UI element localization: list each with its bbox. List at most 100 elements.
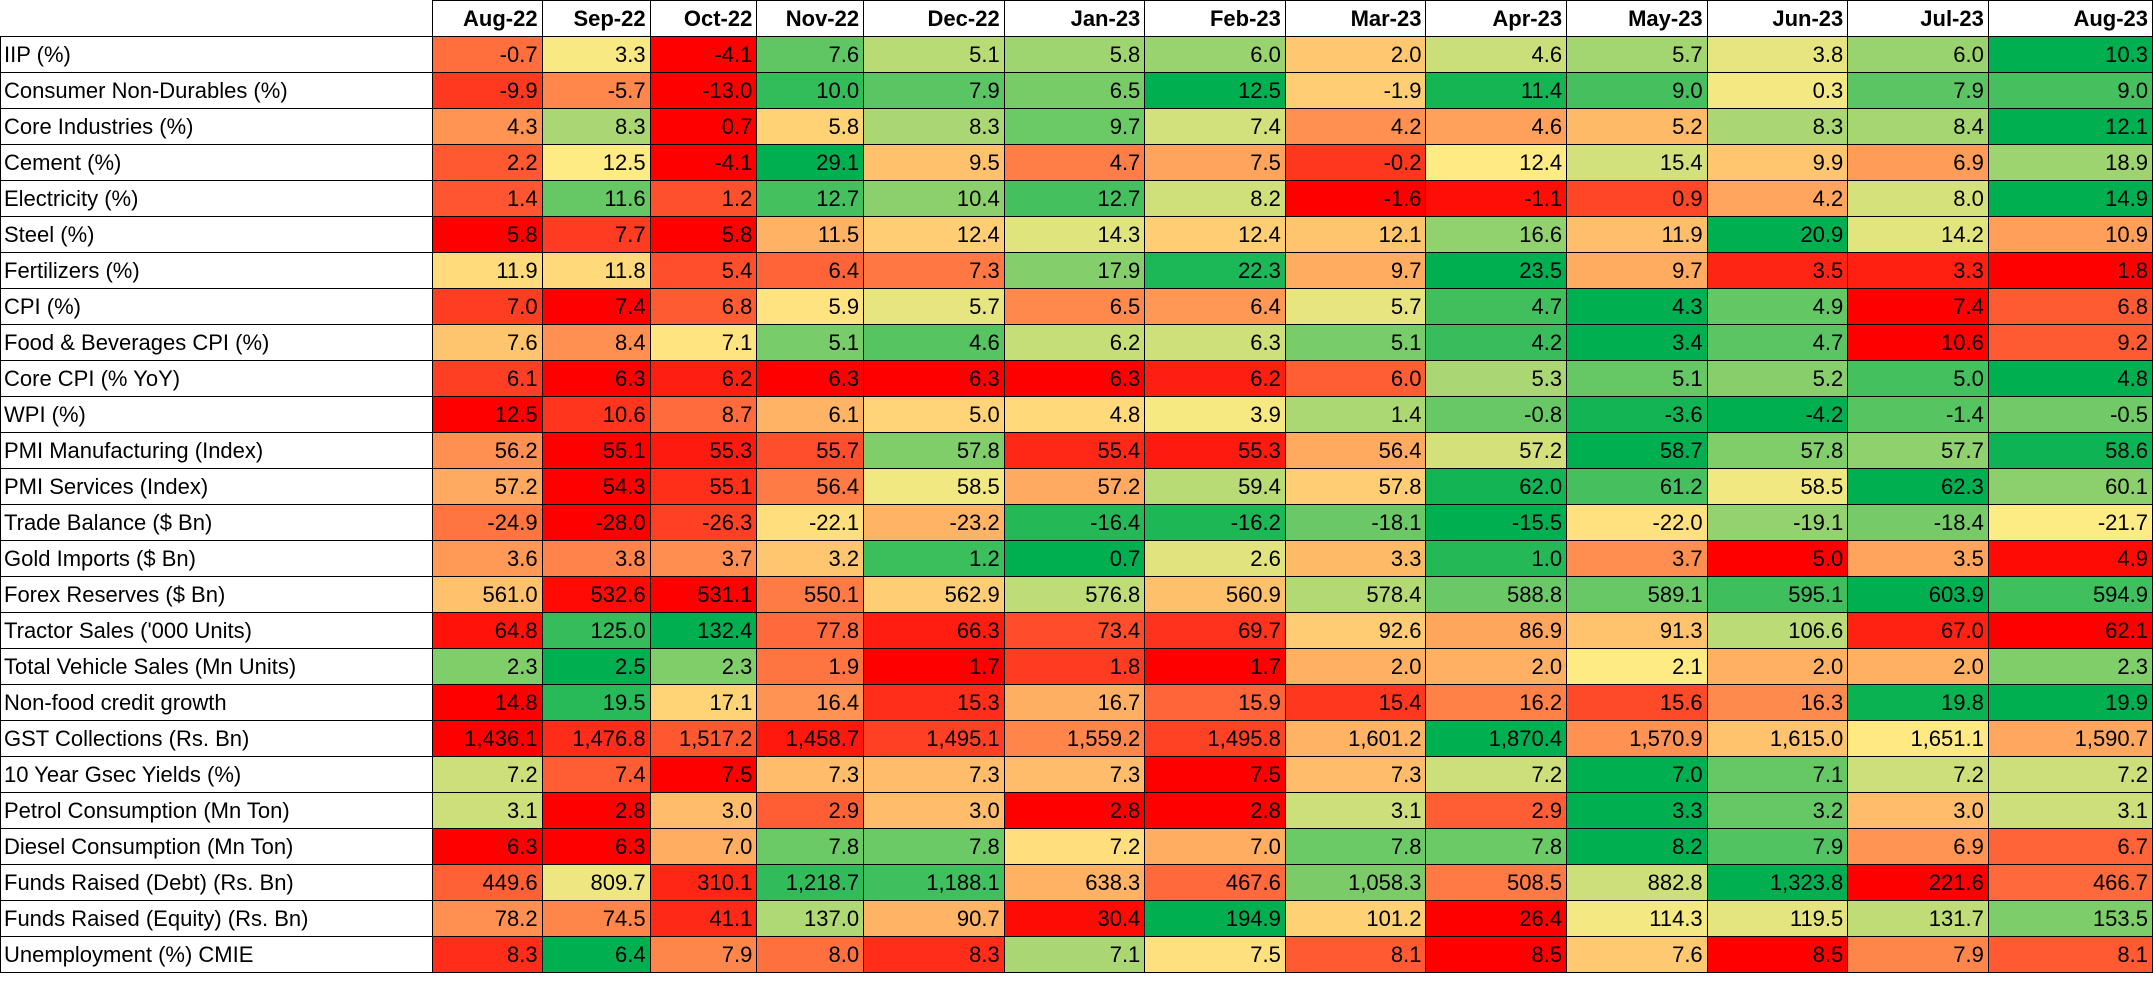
heatmap-cell: 62.3 xyxy=(1847,468,1989,505)
heatmap-cell: 8.3 xyxy=(541,108,651,145)
header-row: Aug-22 Sep-22 Oct-22 Nov-22 Dec-22 Jan-23 Feb-… xyxy=(0,0,2153,37)
heatmap-cell: -18.4 xyxy=(1847,504,1989,541)
heatmap-cell: 6.5 xyxy=(1003,72,1146,109)
heatmap-cell: 7.2 xyxy=(1003,828,1146,865)
heatmap-cell: 132.4 xyxy=(649,612,758,649)
heatmap-cell: 3.3 xyxy=(1284,540,1427,577)
heatmap-cell: 2.8 xyxy=(1144,792,1286,829)
heatmap-cell: 4.2 xyxy=(1706,180,1849,217)
heatmap-cell: 6.4 xyxy=(1144,288,1286,325)
heatmap-cell: 5.0 xyxy=(1847,360,1989,397)
heatmap-cell: 7.9 xyxy=(1847,72,1989,109)
heatmap-cell: 1,436.1 xyxy=(432,720,543,757)
column-header: May-23 xyxy=(1566,0,1708,37)
heatmap-cell: 7.9 xyxy=(649,936,758,973)
heatmap-cell: 2.5 xyxy=(541,648,651,685)
heatmap-cell: 3.3 xyxy=(541,36,651,73)
heatmap-cell: 1.8 xyxy=(1003,648,1146,685)
heatmap-cell: 194.9 xyxy=(1144,900,1286,937)
heatmap-cell: 6.3 xyxy=(1144,324,1286,361)
heatmap-cell: 7.5 xyxy=(649,756,758,793)
column-header: Nov-22 xyxy=(756,0,865,37)
heatmap-cell: 137.0 xyxy=(756,900,865,937)
heatmap-cell: 14.2 xyxy=(1847,216,1989,253)
row-label: IIP (%) xyxy=(0,36,434,73)
heatmap-cell: 8.3 xyxy=(432,936,543,973)
heatmap-cell: 6.1 xyxy=(432,360,543,397)
heatmap-cell: 560.9 xyxy=(1144,576,1286,613)
row-label: Funds Raised (Debt) (Rs. Bn) xyxy=(0,864,434,901)
heatmap-cell: 67.0 xyxy=(1847,612,1989,649)
column-header: Aug-23 xyxy=(1987,0,2153,37)
table-row: Total Vehicle Sales (Mn Units) 2.3 2.5 2.3 1… xyxy=(0,648,2153,685)
heatmap-cell: 7.8 xyxy=(1425,828,1568,865)
row-label: Core Industries (%) xyxy=(0,108,434,145)
table-body: IIP (%) -0.7 3.3 -4.1 7.6 5.1 5.8 6.0 2.0 4.6 5.7 3… xyxy=(0,36,2153,973)
heatmap-cell: 10.3 xyxy=(1987,36,2153,73)
heatmap-cell: 12.1 xyxy=(1987,108,2153,145)
heatmap-cell: -19.1 xyxy=(1706,504,1849,541)
heatmap-cell: 22.3 xyxy=(1144,252,1286,289)
heatmap-cell: 92.6 xyxy=(1284,612,1427,649)
row-label: Forex Reserves ($ Bn) xyxy=(0,576,434,613)
row-label: Food & Beverages CPI (%) xyxy=(0,324,434,361)
heatmap-cell: 3.1 xyxy=(432,792,543,829)
heatmap-cell: 2.3 xyxy=(432,648,543,685)
heatmap-cell: 5.7 xyxy=(1284,288,1427,325)
heatmap-cell: 7.8 xyxy=(1284,828,1427,865)
heatmap-cell: 603.9 xyxy=(1847,576,1989,613)
heatmap-cell: 58.6 xyxy=(1987,432,2153,469)
heatmap-cell: 23.5 xyxy=(1425,252,1568,289)
heatmap-cell: 9.0 xyxy=(1987,72,2153,109)
heatmap-cell: 7.5 xyxy=(1144,144,1286,181)
heatmap-cell: 15.3 xyxy=(863,684,1005,721)
heatmap-cell: 12.5 xyxy=(541,144,651,181)
heatmap-cell: 4.6 xyxy=(1425,108,1568,145)
heatmap-cell: 7.2 xyxy=(432,756,543,793)
heatmap-cell: 11.6 xyxy=(541,180,651,217)
heatmap-cell: -15.5 xyxy=(1425,504,1568,541)
heatmap-cell: 29.1 xyxy=(756,144,865,181)
heatmap-cell: 78.2 xyxy=(432,900,543,937)
row-label: Cement (%) xyxy=(0,144,434,181)
heatmap-cell: 7.6 xyxy=(756,36,865,73)
heatmap-cell: 8.1 xyxy=(1284,936,1427,973)
heatmap-cell: 7.3 xyxy=(863,252,1005,289)
heatmap-cell: 11.9 xyxy=(432,252,543,289)
heatmap-cell: 9.7 xyxy=(1284,252,1427,289)
heatmap-cell: 5.8 xyxy=(649,216,758,253)
heatmap-cell: 73.4 xyxy=(1003,612,1146,649)
heatmap-cell: 3.3 xyxy=(1566,792,1708,829)
heatmap-cell: 1,559.2 xyxy=(1003,720,1146,757)
heatmap-cell: 4.3 xyxy=(1566,288,1708,325)
heatmap-cell: 9.0 xyxy=(1566,72,1708,109)
table-row: Consumer Non-Durables (%) -9.9 -5.7 -13.0 10… xyxy=(0,72,2153,109)
heatmap-cell: 2.3 xyxy=(649,648,758,685)
heatmap-cell: 3.6 xyxy=(432,540,543,577)
table-row: Funds Raised (Debt) (Rs. Bn) 449.6 809.7 31… xyxy=(0,864,2153,901)
heatmap-cell: 4.6 xyxy=(863,324,1005,361)
heatmap-cell: 11.9 xyxy=(1566,216,1708,253)
heatmap-cell: -1.1 xyxy=(1425,180,1568,217)
heatmap-cell: 9.7 xyxy=(1566,252,1708,289)
heatmap-cell: 19.5 xyxy=(541,684,651,721)
heatmap-cell: 74.5 xyxy=(541,900,651,937)
heatmap-cell: 3.8 xyxy=(541,540,651,577)
heatmap-cell: 561.0 xyxy=(432,576,543,613)
heatmap-cell: 7.6 xyxy=(432,324,543,361)
heatmap-cell: 310.1 xyxy=(649,864,758,901)
heatmap-cell: 2.9 xyxy=(756,792,865,829)
row-label: Funds Raised (Equity) (Rs. Bn) xyxy=(0,900,434,937)
heatmap-cell: 6.3 xyxy=(1003,360,1146,397)
heatmap-cell: 6.8 xyxy=(649,288,758,325)
heatmap-cell: 5.2 xyxy=(1706,360,1849,397)
heatmap-cell: 7.6 xyxy=(1566,936,1708,973)
heatmap-cell: 15.6 xyxy=(1566,684,1708,721)
heatmap-cell: 0.7 xyxy=(1003,540,1146,577)
heatmap-cell: 8.2 xyxy=(1566,828,1708,865)
heatmap-cell: 6.7 xyxy=(1987,828,2153,865)
heatmap-cell: 77.8 xyxy=(756,612,865,649)
heatmap-cell: 8.3 xyxy=(863,936,1005,973)
heatmap-cell: 9.7 xyxy=(1003,108,1146,145)
